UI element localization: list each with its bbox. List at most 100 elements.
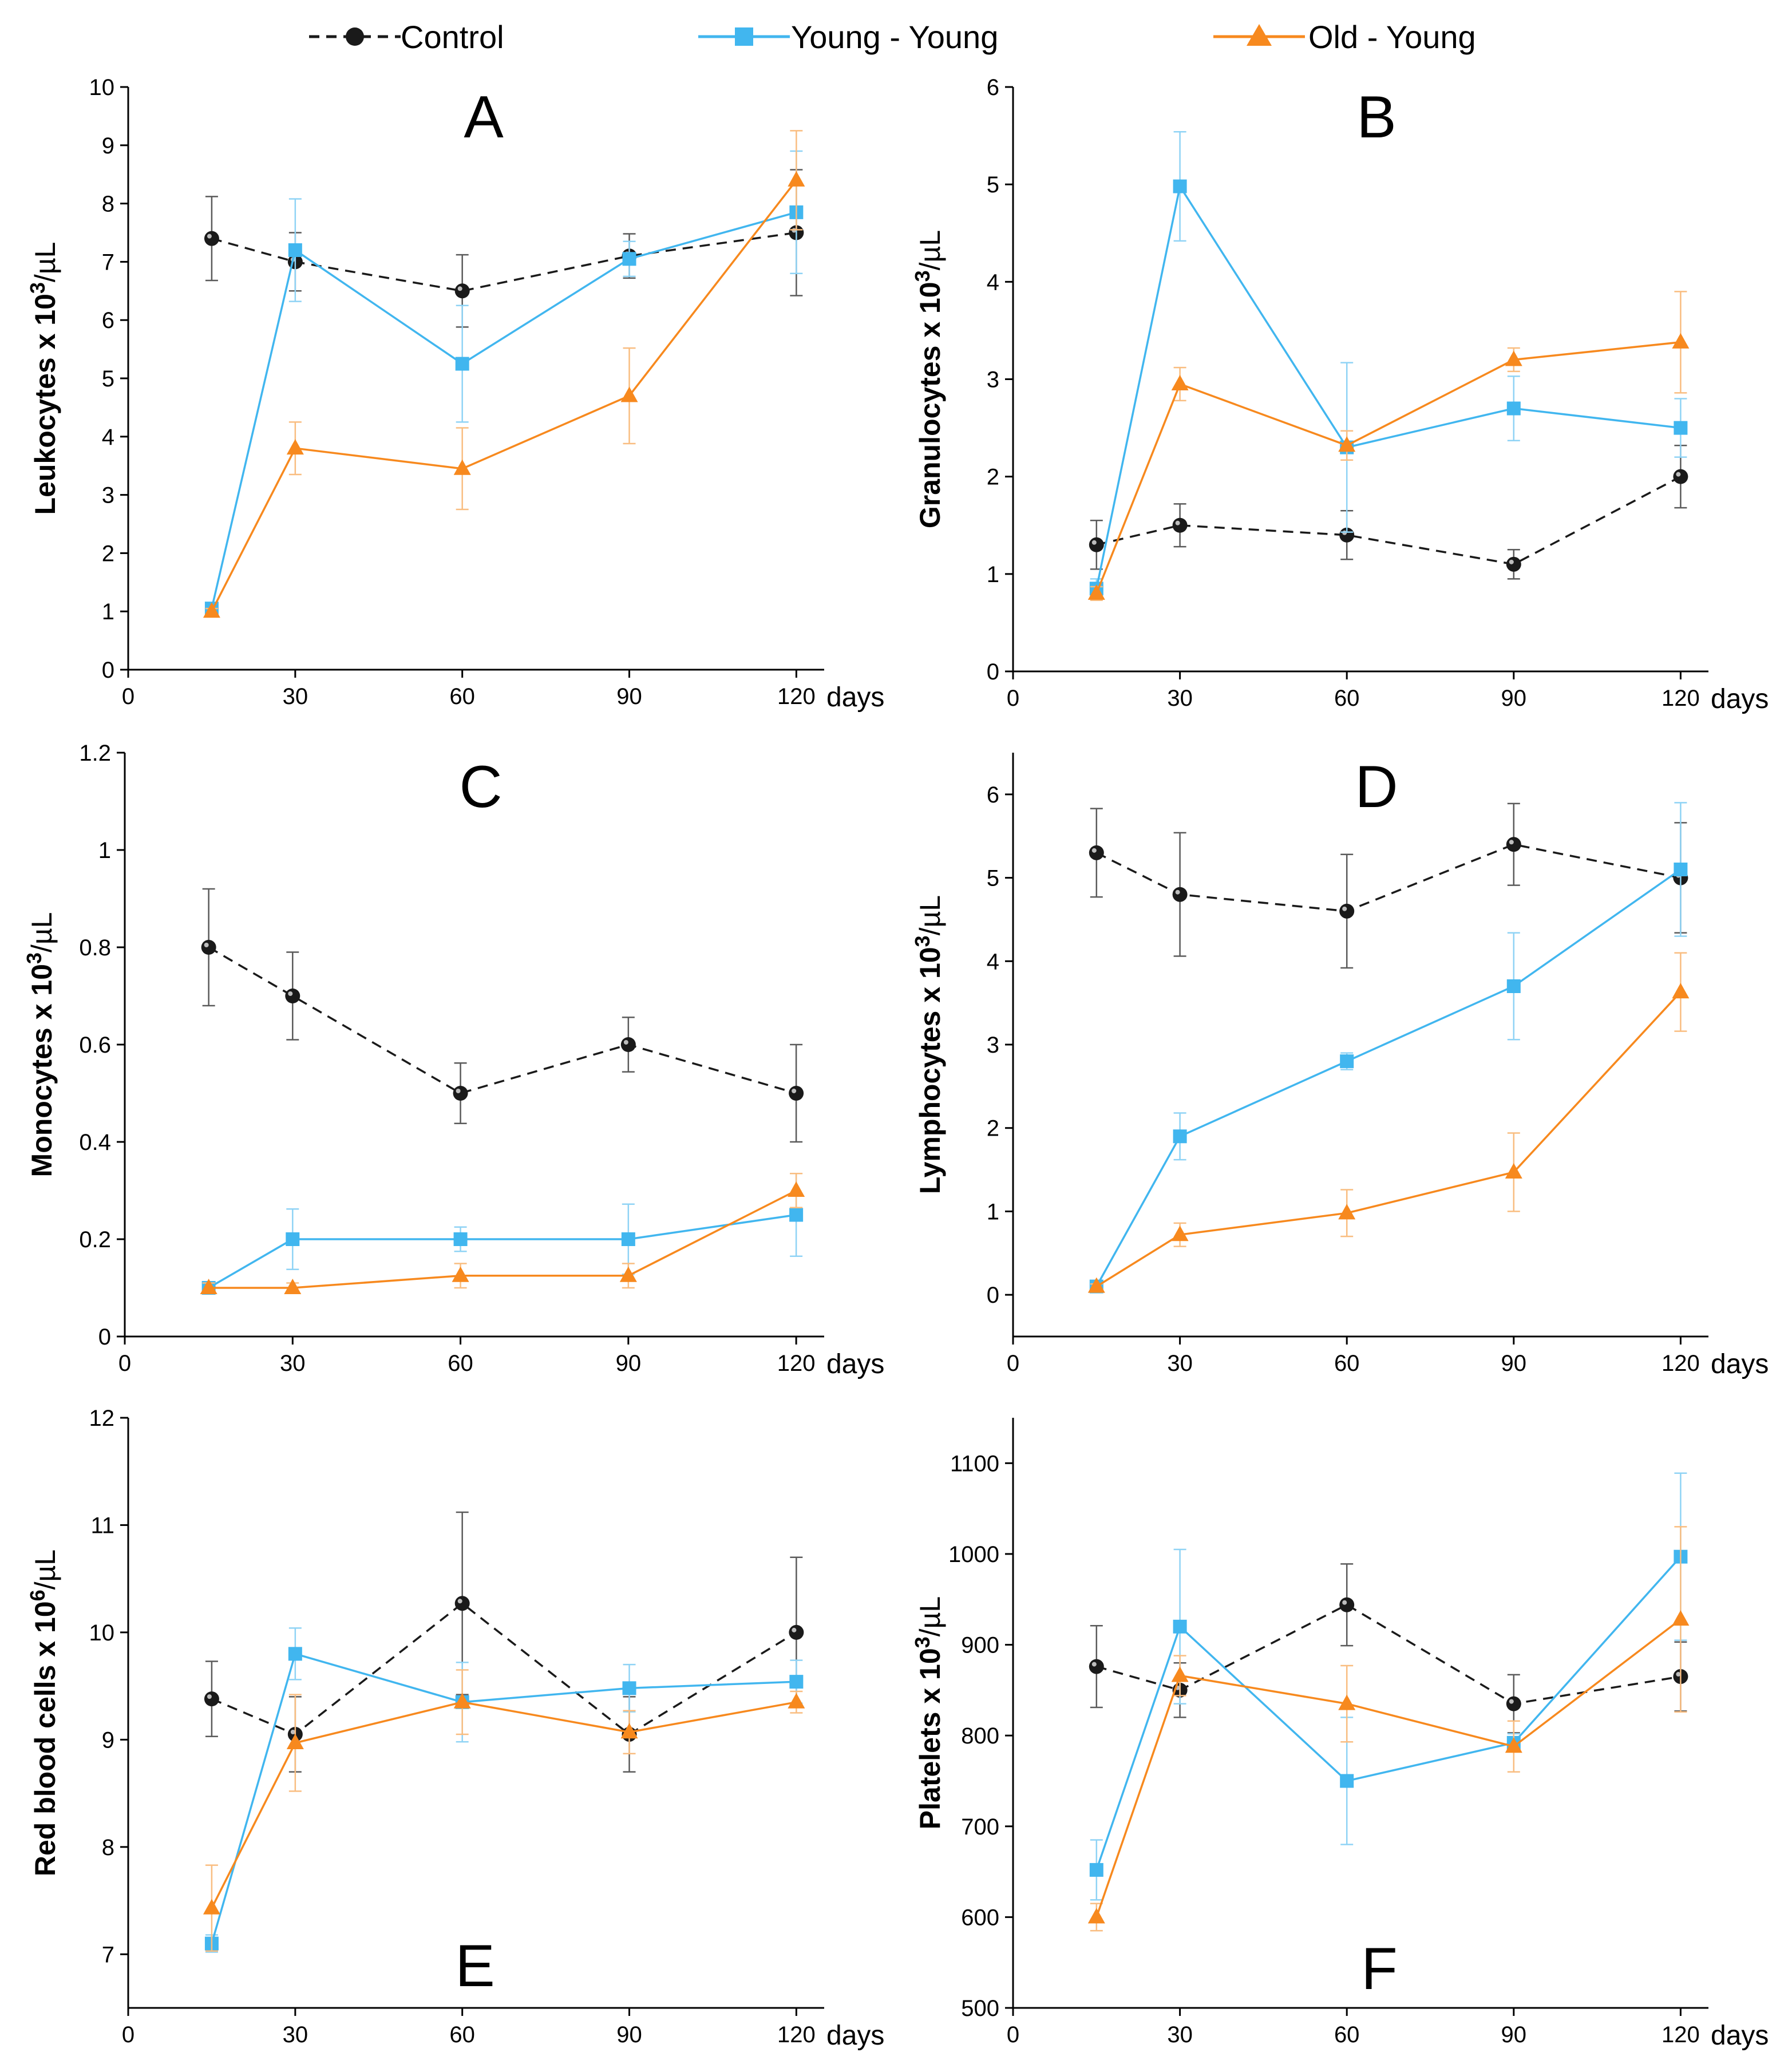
data-point-highlight-control-d	[1091, 848, 1097, 853]
y-tick-label-a: 3	[102, 483, 114, 508]
x-tick-label-c: 90	[616, 1351, 642, 1376]
y-tick-label-a: 0	[102, 658, 114, 683]
data-point-highlight-control-c	[204, 943, 209, 947]
y-tick-label-b: 5	[987, 172, 999, 197]
x-tick-label-e: 90	[616, 2022, 642, 2047]
data-point-young-young-f	[1173, 1619, 1187, 1634]
x-tick-label-c: 30	[280, 1351, 306, 1376]
data-point-highlight-control-f	[1091, 1662, 1097, 1667]
data-point-young-young-b	[1506, 401, 1521, 416]
x-tick-label-a: 60	[449, 684, 475, 709]
legend-item-old-young: Old - Young	[1213, 19, 1476, 55]
x-tick-label-b: 0	[1007, 686, 1019, 711]
data-point-control-d	[1506, 837, 1521, 852]
series-line-control-e	[211, 1602, 797, 1736]
x-tick-label-c: 0	[118, 1351, 131, 1376]
data-point-control-c	[201, 940, 216, 955]
data-point-young-young-e	[288, 1647, 302, 1661]
x-tick-label-e: 120	[777, 2022, 816, 2047]
y-axis-title-d: Lymphocytes x 103/µL	[911, 895, 946, 1194]
data-point-old-young-d	[1672, 983, 1690, 999]
data-point-old-young-b	[1505, 350, 1522, 366]
x-tick-label-f: 120	[1662, 2022, 1700, 2047]
x-tick-label-a: 120	[777, 684, 816, 709]
data-point-old-young-a	[286, 439, 304, 455]
y-tick-label-a: 6	[102, 308, 114, 333]
data-point-old-young-c	[788, 1181, 805, 1197]
data-point-control-c	[789, 1086, 804, 1101]
y-tick-label-e: 10	[89, 1620, 115, 1646]
data-point-control-f	[1089, 1659, 1104, 1674]
data-point-old-young-b	[1672, 333, 1690, 349]
data-point-old-young-d	[1505, 1163, 1522, 1179]
data-point-control-e	[204, 1691, 219, 1707]
x-tick-label-a: 0	[122, 684, 135, 709]
data-point-old-young-e	[203, 1899, 220, 1915]
legend-item-young-young: Young - Young	[698, 19, 998, 55]
data-point-highlight-control-f	[1676, 1672, 1681, 1677]
data-point-young-young-b	[1173, 179, 1187, 193]
y-tick-label-f: 1000	[948, 1542, 999, 1567]
legend-young-young-marker	[735, 27, 753, 46]
panel-c: 0 0.2 0.4 0.6 0.8 1 1.2 0 30 60 90 120 days Monocytes…	[22, 741, 884, 1379]
data-point-old-young-d	[1171, 1225, 1189, 1241]
x-tick-label-f: 30	[1167, 2022, 1193, 2047]
data-point-young-young-e	[622, 1681, 636, 1695]
data-point-highlight-control-e	[792, 1627, 797, 1632]
data-point-old-young-e	[620, 1723, 638, 1739]
data-point-old-young-a	[620, 386, 638, 402]
y-tick-label-d: 2	[987, 1116, 999, 1141]
x-axis-title-b: days	[1711, 684, 1769, 714]
legend-control-label: Control	[401, 19, 504, 55]
y-tick-label-f: 1100	[950, 1451, 999, 1476]
y-tick-label-f: 600	[961, 1905, 999, 1930]
x-tick-label-d: 30	[1167, 1351, 1193, 1376]
y-tick-label-b: 2	[987, 465, 999, 490]
data-point-control-b	[1673, 469, 1688, 484]
data-point-highlight-control-c	[288, 991, 293, 996]
y-tick-label-d: 6	[987, 782, 999, 808]
y-tick-label-d: 0	[987, 1283, 999, 1308]
series-line-control-a	[211, 231, 797, 292]
data-point-control-f	[1506, 1696, 1521, 1711]
x-tick-label-d: 120	[1662, 1351, 1700, 1376]
x-tick-label-e: 30	[283, 2022, 308, 2047]
y-tick-label-a: 2	[102, 541, 114, 566]
data-point-highlight-control-d	[1342, 906, 1347, 911]
series-line-young-young-f	[1095, 1556, 1682, 1871]
y-tick-label-a: 9	[102, 133, 114, 159]
data-point-young-young-c	[621, 1232, 635, 1246]
data-point-control-b	[1089, 537, 1104, 552]
data-point-old-young-c	[200, 1279, 217, 1294]
panel-f: 500 600 700 800 900 1000 1100 0 30 60 90 120 days Pla…	[911, 1418, 1769, 2051]
data-point-young-young-e	[789, 1675, 804, 1689]
data-point-old-young-e	[286, 1733, 304, 1749]
y-tick-label-e: 8	[102, 1835, 114, 1860]
data-point-old-young-a	[203, 602, 220, 618]
data-point-old-young-f	[1672, 1610, 1690, 1626]
panel-letter-d: D	[1355, 754, 1398, 820]
x-tick-label-c: 120	[777, 1351, 816, 1376]
data-point-young-young-a	[622, 252, 636, 266]
data-point-old-young-f	[1338, 1694, 1356, 1710]
data-point-highlight-control-b	[1175, 520, 1180, 525]
data-point-old-young-a	[453, 459, 471, 475]
y-tick-label-b: 0	[987, 659, 999, 685]
y-tick-label-e: 11	[90, 1513, 114, 1538]
data-point-highlight-control-c	[792, 1089, 797, 1093]
legend-control-marker	[346, 27, 364, 46]
data-point-highlight-control-e	[290, 1729, 295, 1734]
data-point-young-young-d	[1340, 1054, 1354, 1069]
data-point-old-young-c	[619, 1266, 637, 1282]
data-point-old-young-b	[1171, 375, 1189, 391]
y-tick-label-c: 1	[98, 838, 111, 863]
y-tick-label-f: 700	[961, 1814, 999, 1840]
panel-a: 0 1 2 3 4 5 6 7 8 9 10 0 30 60 90 120 days Leukocytes x 1…	[26, 75, 884, 713]
x-tick-label-e: 0	[122, 2022, 135, 2047]
x-tick-label-a: 90	[616, 684, 642, 709]
data-point-control-d	[1339, 903, 1355, 919]
data-point-control-c	[620, 1037, 636, 1052]
